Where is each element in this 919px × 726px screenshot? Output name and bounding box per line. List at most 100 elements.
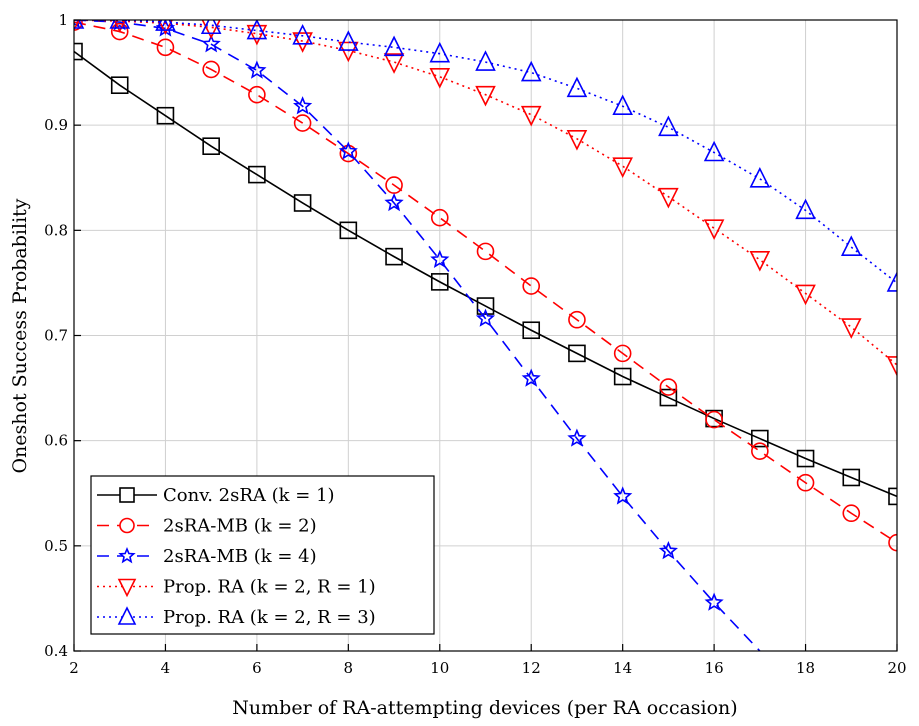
data-point-star [704,592,724,611]
x-tick-label: 2 [69,659,79,677]
data-point-circle [659,378,678,396]
data-point-circle [248,85,266,104]
data-point-triangle-up [703,140,725,162]
data-point-square [613,367,632,386]
data-point-square [568,344,586,363]
x-tick-label: 18 [796,659,815,677]
data-point-triangle-down [157,20,173,35]
data-point-triangle-up [566,76,588,98]
data-point-star [384,192,404,212]
data-point-circle [430,208,449,227]
series-line [74,20,761,651]
data-point-triangle-down [201,20,221,40]
x-tick-label: 16 [705,659,724,677]
data-point-square [202,137,220,155]
data-point-triangle-down [795,284,816,306]
legend-item: 2sRA-MB (k = 4) [97,546,317,567]
data-point-star [201,34,221,53]
y-tick-label: 0.6 [44,432,68,450]
data-point-triangle-up [886,271,897,292]
data-point-triangle-down [520,105,542,127]
y-tick-label: 0.5 [44,537,68,555]
data-point-triangle-down [703,219,725,241]
data-point-star [118,546,136,564]
legend-box [90,475,435,635]
plot-frame [73,19,898,652]
data-point-circle [293,114,312,132]
x-tick-label: 8 [344,659,354,677]
data-point-square [751,429,769,448]
data-point-square [119,487,135,503]
x-tick-label: 6 [252,659,262,677]
data-point-triangle-up [520,60,542,82]
data-point-star [111,20,129,31]
legend-label: 2sRA-MB (k = 4) [163,546,317,567]
series-line [74,20,897,284]
data-point-triangle-down [658,187,679,209]
data-point-star [567,428,587,447]
data-point-circle [119,517,135,534]
data-point-square [659,388,678,407]
data-point-triangle-down [886,356,897,377]
data-point-star [430,249,450,269]
data-point-circle [202,60,220,79]
y-tick-label: 1 [58,11,68,29]
data-point-circle [796,473,815,492]
data-point-circle [888,533,897,552]
data-point-circle [842,504,861,523]
data-point-triangle-down [338,41,359,63]
data-point-circle [705,410,723,429]
data-point-triangle-down [475,85,496,107]
data-point-triangle-up [795,198,816,220]
data-point-circle [110,22,129,41]
data-point-triangle-down [429,67,451,89]
data-point-square [476,297,495,315]
data-point-circle [74,20,83,31]
data-point-triangle-up [117,606,137,625]
legend-item: Prop. RA (k = 2, R = 1) [97,577,376,598]
data-point-circle [613,344,632,363]
data-point-triangle-down [749,250,771,272]
series-line [74,21,897,544]
x-tick-label: 12 [522,659,541,677]
data-point-square [248,165,266,184]
data-point-square [842,468,861,487]
data-point-triangle-down [612,157,633,178]
data-point-star [521,368,541,387]
data-point-triangle-up [658,115,679,137]
data-point-triangle-down [292,32,313,53]
legend-item: Prop. RA (k = 2, R = 3) [97,606,376,628]
x-axis-label: Number of RA-attempting devices (per RA … [232,697,737,719]
data-point-triangle-down [74,20,80,32]
legend: Conv. 2sRA (k = 1) 2sRA-MB (k = 2) 2sRA-MB… [90,475,435,635]
y-tick-label: 0.8 [44,221,68,239]
ticks: 2 4 6 8 10 12 14 16 18 20 0.4 0.5 0.6 0.7 0.8 0.9 1 [44,11,906,677]
x-tick-label: 20 [887,659,906,677]
data-point-triangle-up [109,20,131,29]
y-tick-label: 0.4 [44,642,68,660]
x-tick-label: 4 [161,659,171,677]
series-line [74,20,897,366]
legend-label: 2sRA-MB (k = 2) [163,516,317,537]
data-point-square [156,106,175,125]
data-point-square [293,194,312,212]
data-point-triangle-down [566,130,588,151]
data-point-circle [476,242,495,261]
data-point-triangle-down [383,53,405,74]
series-4 [74,20,897,292]
legend-item: 2sRA-MB (k = 2) [97,516,317,537]
data-point-triangle-up [475,50,496,71]
y-axis-label: Oneshot Success Probability [9,198,31,473]
data-point-square [339,221,358,240]
legend-label: Conv. 2sRA (k = 1) [163,485,335,506]
data-point-square [110,76,129,95]
series-1 [74,20,897,552]
data-point-star [247,60,267,79]
series-0 [74,42,897,506]
data-point-star [293,96,313,115]
data-point-star [658,540,678,560]
data-point-star [338,141,358,160]
data-point-triangle-up [155,20,176,31]
series-line [74,50,897,498]
